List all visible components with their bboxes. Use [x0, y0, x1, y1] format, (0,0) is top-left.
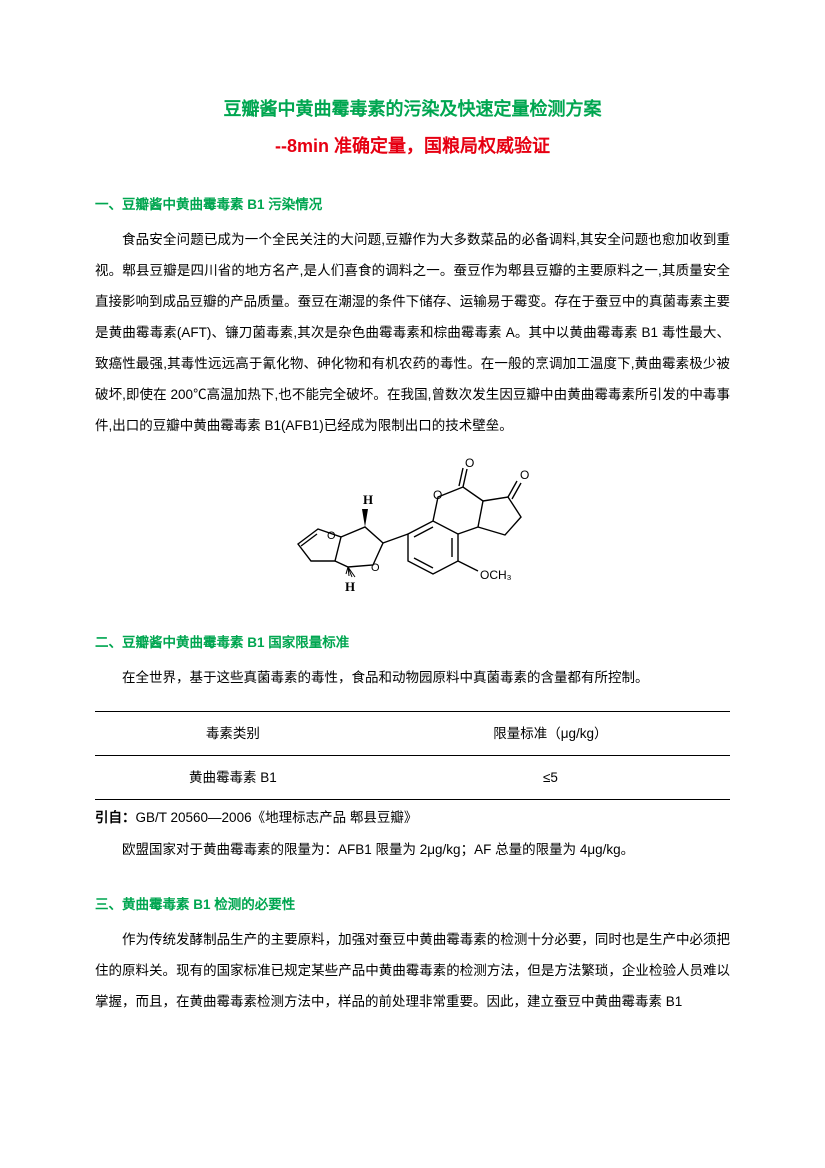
citation-text: GB/T 20560—2006《地理标志产品 郫县豆瓣》 — [136, 810, 418, 825]
citation-line: 引自：GB/T 20560—2006《地理标志产品 郫县豆瓣》 — [95, 802, 730, 833]
section2-heading: 二、豆瓣酱中黄曲霉毒素 B1 国家限量标准 — [95, 627, 730, 658]
section2-body: 在全世界，基于这些真菌毒素的毒性，食品和动物园原料中真菌毒素的含量都有所控制。 — [95, 662, 730, 693]
svg-text:H: H — [363, 492, 373, 507]
svg-text:O: O — [433, 488, 442, 502]
svg-text:OCH₃: OCH₃ — [480, 568, 512, 582]
svg-text:O: O — [465, 456, 474, 470]
sub-title: --8min 准确定量，国粮局权威验证 — [95, 132, 730, 161]
section1-body: 食品安全问题已成为一个全民关注的大问题,豆瓣作为大多数菜品的必备调料,其安全问题… — [95, 224, 730, 441]
section3-body: 作为传统发酵制品生产的主要原料，加强对蚕豆中黄曲霉毒素的检测十分必要，同时也是生… — [95, 924, 730, 1017]
molecule-diagram: H H O O OCH₃ O O O — [95, 449, 730, 615]
table-cell-limit: ≤5 — [371, 756, 730, 800]
table-row: 毒素类别 限量标准（μg/kg） — [95, 712, 730, 756]
table-header-toxin: 毒素类别 — [95, 712, 371, 756]
table-row: 黄曲霉毒素 B1 ≤5 — [95, 756, 730, 800]
section3-heading: 三、黄曲霉毒素 B1 检测的必要性 — [95, 889, 730, 920]
svg-text:H: H — [345, 579, 355, 594]
table-header-limit: 限量标准（μg/kg） — [371, 712, 730, 756]
svg-text:O: O — [371, 562, 380, 574]
aflatoxin-structure-icon: H H O O OCH₃ O O O — [273, 449, 553, 604]
citation-label: 引自： — [95, 810, 136, 825]
eu-limit-text: 欧盟国家对于黄曲霉毒素的限量为：AFB1 限量为 2μg/kg；AF 总量的限量… — [95, 834, 730, 865]
svg-text:O: O — [520, 468, 529, 482]
svg-text:O: O — [327, 530, 336, 542]
table-cell-toxin: 黄曲霉毒素 B1 — [95, 756, 371, 800]
section1-heading: 一、豆瓣酱中黄曲霉毒素 B1 污染情况 — [95, 189, 730, 220]
main-title: 豆瓣酱中黄曲霉毒素的污染及快速定量检测方案 — [95, 95, 730, 124]
limit-table: 毒素类别 限量标准（μg/kg） 黄曲霉毒素 B1 ≤5 — [95, 711, 730, 800]
